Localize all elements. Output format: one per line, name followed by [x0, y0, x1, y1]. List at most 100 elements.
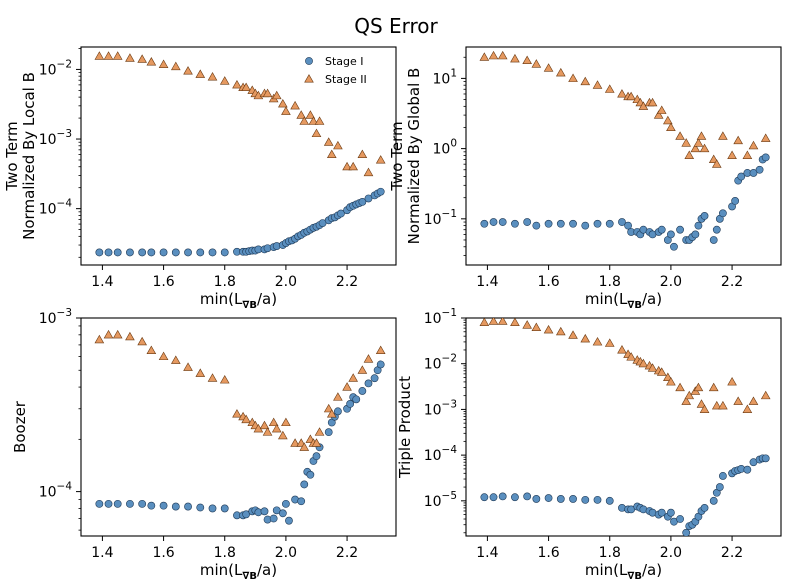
data-point [158, 351, 169, 361]
x-tick-label: 2.0 [660, 545, 682, 561]
data-point [104, 248, 113, 257]
data-point [138, 499, 147, 508]
x-tick-label: 1.4 [476, 545, 498, 561]
data-point [94, 334, 105, 344]
data-point [700, 504, 709, 512]
data-point [510, 318, 520, 326]
x-tick-label: 2.2 [336, 274, 358, 290]
data-point [556, 219, 565, 228]
data-point [569, 495, 577, 503]
data-point [761, 153, 770, 162]
data-point [670, 242, 678, 251]
data-point [760, 390, 771, 400]
data-point [312, 452, 321, 461]
data-point [112, 329, 123, 339]
y-tick-label: 10−4 [39, 198, 73, 218]
data-point [684, 150, 695, 159]
series-stage-i [480, 454, 770, 536]
legend-marker [304, 74, 314, 83]
data-point [760, 133, 771, 142]
data-point [617, 345, 627, 354]
data-point [308, 116, 319, 125]
data-point [337, 209, 345, 218]
data-point [262, 427, 273, 436]
data-point [681, 396, 692, 405]
data-point [113, 248, 122, 257]
data-point [580, 333, 591, 343]
data-point [682, 528, 691, 536]
data-point [125, 331, 135, 341]
data-point [208, 248, 217, 257]
data-point [543, 324, 554, 334]
data-point [342, 382, 352, 391]
data-point [220, 248, 229, 257]
data-point [696, 131, 707, 140]
y-axis-label: Triple Product [396, 376, 414, 479]
x-tick-label: 1.8 [599, 274, 621, 290]
panel-two-term-local: 1.4 1.6 1.8 2.0 2.2 10−2 10−3 10−4 min(L∇B/a) Two… [3, 46, 397, 311]
data-point [626, 352, 636, 361]
data-point [742, 404, 753, 413]
data-point [761, 454, 770, 463]
y-tick-label: 10−3 [39, 128, 72, 148]
data-point [171, 248, 180, 257]
data-point [693, 382, 704, 392]
y-tick-label: 10−5 [424, 490, 457, 510]
data-point [146, 57, 157, 66]
data-point [364, 379, 373, 388]
data-point [232, 409, 242, 418]
data-point [699, 404, 710, 413]
data-point [207, 373, 218, 382]
data-point [326, 409, 337, 418]
x-tick-label: 1.8 [214, 274, 236, 290]
data-point [281, 106, 291, 115]
data-point [147, 248, 156, 257]
panel-two-term-global: 1.4 1.6 1.8 2.0 2.2 101 100 10−1 min(L∇B/a) Two T… [388, 46, 782, 311]
data-point [196, 503, 205, 512]
data-point [195, 368, 206, 377]
data-point [137, 54, 147, 63]
plot-frame [80, 317, 397, 537]
x-axis-label: min(L∇B/a) [200, 290, 277, 311]
data-point [138, 248, 147, 257]
series-stage-i [95, 360, 385, 525]
data-point [497, 50, 508, 60]
series-stage-i [95, 187, 385, 257]
data-point [592, 80, 603, 89]
data-point [296, 110, 307, 119]
x-tick-label: 1.4 [476, 274, 498, 290]
x-tick-label: 2.0 [275, 274, 297, 290]
y-tick-label: 10−4 [424, 444, 458, 464]
data-point [681, 138, 692, 147]
x-tick-label: 1.6 [537, 274, 559, 290]
data-point [711, 159, 722, 168]
data-point [323, 403, 334, 413]
series-stage-ii [94, 329, 386, 451]
data-point [364, 194, 373, 203]
data-point [196, 248, 205, 257]
y-axis-label: Boozer [11, 400, 29, 453]
data-point [232, 79, 242, 89]
x-tick-label: 1.8 [214, 545, 236, 561]
data-point [617, 89, 627, 98]
data-point [694, 221, 703, 230]
data-point [488, 318, 499, 325]
data-point [676, 515, 684, 523]
data-point [667, 230, 675, 239]
data-point [523, 492, 532, 501]
data-point [125, 53, 135, 62]
data-point [605, 496, 614, 505]
y-tick-label: 10−2 [39, 58, 72, 78]
data-point [269, 514, 278, 523]
x-axis-label: min(L∇B/a) [585, 290, 662, 311]
data-point [262, 88, 273, 98]
data-point [657, 508, 666, 517]
data-point [543, 63, 554, 72]
data-point [624, 221, 632, 230]
data-point [241, 82, 251, 92]
data-point [94, 51, 105, 60]
data-point [693, 138, 704, 147]
data-point [733, 135, 744, 145]
data-point [656, 367, 667, 376]
legend-label: Stage I [325, 55, 364, 68]
